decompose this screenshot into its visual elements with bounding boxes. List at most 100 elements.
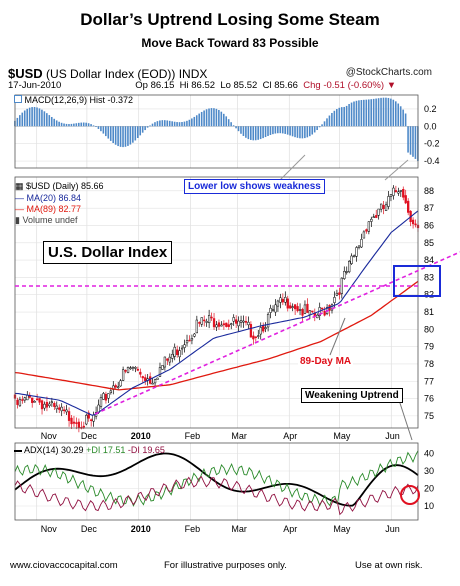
volume-legend-icon: ▮ <box>15 215 20 225</box>
macd-bar <box>146 126 149 128</box>
macd-bar <box>97 126 100 129</box>
macd-bar <box>348 104 350 127</box>
candle-body <box>247 321 250 326</box>
price-xtick: Dec <box>81 431 98 441</box>
candle-body <box>178 350 181 358</box>
candle-body <box>402 188 405 198</box>
macd-bar <box>16 117 19 127</box>
macd-bar <box>117 126 119 147</box>
weakness-pointer-line <box>279 154 306 181</box>
candle-body <box>370 218 373 222</box>
quote-open: Op 86.15 <box>135 80 175 91</box>
candle-body <box>355 247 358 257</box>
candle-body <box>136 369 140 371</box>
candle-body <box>153 379 157 384</box>
macd-bar <box>281 126 284 134</box>
macd-bar <box>407 126 409 153</box>
adx-xtick: Nov <box>41 524 58 534</box>
lower-low-annotation: Lower low shows weakness <box>184 179 325 194</box>
macd-bar <box>166 120 169 127</box>
footer-site: www.ciovaccocapital.com <box>10 560 118 571</box>
candle-body <box>173 346 176 357</box>
price-ytick: 81 <box>424 307 434 317</box>
macd-bar <box>331 112 333 127</box>
macd-bar <box>375 98 377 127</box>
price-ytick: 85 <box>424 238 434 248</box>
weakness-pointer-line <box>384 159 409 181</box>
symbol: $USD <box>8 66 43 81</box>
adx-xtick: 2010 <box>131 524 151 534</box>
candle-body <box>306 303 309 313</box>
candle-body <box>212 318 216 328</box>
price-ytick: 77 <box>424 376 434 386</box>
macd-bar <box>350 102 353 127</box>
candle-body <box>377 208 380 216</box>
candle-body <box>188 339 191 342</box>
macd-bar <box>105 126 107 137</box>
candle-body <box>210 316 213 319</box>
macd-bar <box>301 126 304 139</box>
macd-bar <box>304 126 306 139</box>
macd-bar <box>235 126 237 129</box>
candle-body <box>262 325 265 332</box>
candle-body <box>198 322 201 324</box>
macd-bar <box>156 121 159 127</box>
quote-low: Lo 85.52 <box>220 80 258 91</box>
macd-bar <box>377 98 380 127</box>
candle-body <box>205 321 208 323</box>
candle-body <box>124 369 127 372</box>
macd-bar <box>222 113 225 127</box>
symbol-desc: (US Dollar Index (EOD)) INDX <box>46 67 208 81</box>
macd-bar <box>134 126 137 141</box>
candle-body <box>176 349 179 355</box>
macd-bar <box>257 126 259 140</box>
candle-body <box>171 354 174 359</box>
adx-ytick: 40 <box>424 449 434 459</box>
macd-bar <box>122 126 124 148</box>
candle-body <box>389 194 393 197</box>
candle-body <box>220 324 223 327</box>
macd-bar <box>33 106 36 127</box>
macd-bar <box>154 122 156 127</box>
macd-bar <box>306 126 309 138</box>
macd-bar <box>409 126 412 155</box>
candle-body <box>139 371 142 375</box>
candle-body <box>193 333 196 337</box>
macd-bar <box>328 115 331 127</box>
candle-body <box>382 205 385 210</box>
pdi-label: +DI 17.51 <box>86 445 126 455</box>
macd-bar <box>36 107 38 127</box>
candle-body <box>26 394 29 401</box>
macd-bar <box>291 126 294 137</box>
candle-body <box>161 365 164 370</box>
macd-bar <box>230 122 232 127</box>
macd-bar <box>284 126 287 134</box>
legend-ma20: — MA(20) 86.84 <box>15 193 82 203</box>
macd-bar <box>367 99 370 127</box>
macd-bar <box>286 126 289 135</box>
candle-body <box>308 310 312 315</box>
candle-body <box>242 320 245 323</box>
candle-body <box>244 320 248 323</box>
macd-bar <box>41 109 43 127</box>
candle-body <box>215 324 218 328</box>
adx-ytick: 20 <box>424 484 434 494</box>
candle-body <box>35 398 39 401</box>
macd-bar <box>363 99 365 127</box>
macd-bar <box>218 109 220 127</box>
ma89-line <box>14 280 419 391</box>
candle-body <box>230 323 233 325</box>
candle-body <box>271 309 275 311</box>
candle-body <box>99 397 103 407</box>
candle-body <box>55 405 58 410</box>
macd-bar <box>60 122 63 127</box>
macd-bar <box>48 115 51 127</box>
macd-bar <box>23 110 26 127</box>
candle-body <box>156 377 159 380</box>
candle-body <box>321 307 324 310</box>
panel-frame <box>14 442 419 521</box>
candle-body <box>104 393 108 401</box>
usd-index-annotation: U.S. Dollar Index <box>43 241 173 264</box>
candle-body <box>222 323 226 326</box>
macd-bar <box>385 97 387 127</box>
